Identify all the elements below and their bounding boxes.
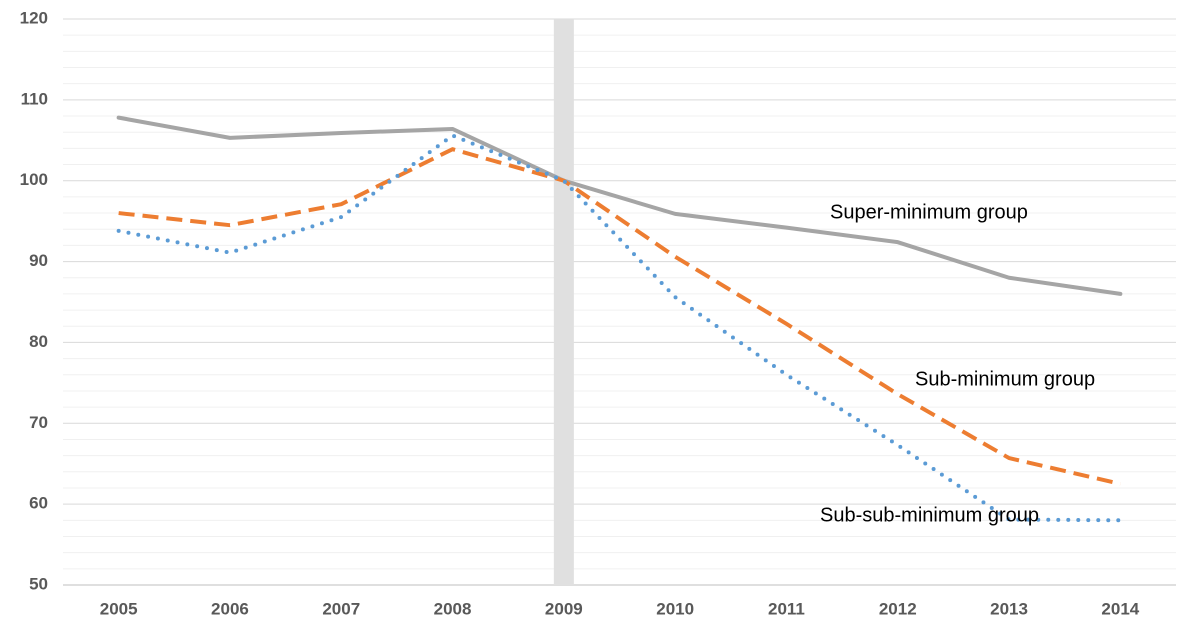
y-tick-label: 100 <box>20 170 48 189</box>
y-tick-label: 120 <box>20 8 48 27</box>
x-tick-label: 2010 <box>656 599 694 618</box>
x-tick-label: 2012 <box>879 599 917 618</box>
y-tick-label: 70 <box>29 413 48 432</box>
y-tick-label: 90 <box>29 251 48 270</box>
x-tick-label: 2013 <box>990 599 1028 618</box>
series-label: Super-minimum group <box>830 201 1028 223</box>
series-label: Sub-minimum group <box>915 368 1095 390</box>
y-tick-label: 50 <box>29 574 48 593</box>
x-tick-label: 2007 <box>322 599 360 618</box>
series-label: Sub-sub-minimum group <box>820 504 1039 526</box>
x-tick-label: 2011 <box>768 599 805 618</box>
y-tick-label: 60 <box>29 494 48 513</box>
x-tick-label: 2006 <box>211 599 249 618</box>
series-line <box>118 147 1121 486</box>
y-tick-label: 80 <box>29 332 48 351</box>
x-tick-label: 2009 <box>545 599 583 618</box>
highlight-band <box>553 19 574 585</box>
y-tick-label: 110 <box>21 89 48 108</box>
x-tick-label: 2014 <box>1101 599 1139 618</box>
series-line <box>116 133 1123 523</box>
series-line <box>116 115 1123 296</box>
x-tick-label: 2005 <box>100 599 138 618</box>
x-tick-label: 2008 <box>434 599 472 618</box>
